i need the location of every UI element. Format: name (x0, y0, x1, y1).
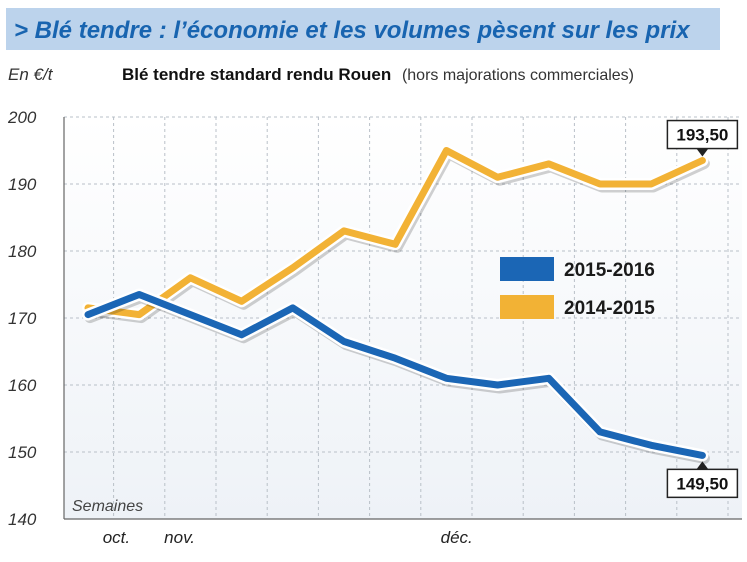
x-tick-label: nov. (164, 528, 195, 547)
y-tick-label: 140 (8, 510, 37, 529)
chart-title: Blé tendre standard rendu Rouen (122, 65, 391, 84)
callout-box (666, 468, 739, 499)
callout-box (666, 119, 739, 150)
value-callout: 149,50 (666, 461, 739, 499)
y-tick-label: 150 (8, 443, 37, 462)
callout-label: 193,50 (676, 126, 728, 145)
series-line (84, 147, 706, 319)
legend-label: 2014-2015 (564, 298, 655, 319)
legend-label: 2015-2016 (564, 260, 655, 281)
series-lines (82, 144, 710, 464)
x-axis-title: Semaines (72, 498, 143, 515)
series-2015-2016 (82, 288, 710, 464)
callout-pointer (696, 461, 709, 470)
y-tick-label: 190 (8, 175, 37, 194)
series-2014-2015 (82, 144, 710, 324)
unit-label: En €/t (8, 65, 54, 84)
legend-item: 2015-2016 (500, 257, 655, 281)
legend-swatch (500, 295, 554, 319)
y-tick-label: 160 (8, 376, 37, 395)
header-banner (6, 8, 720, 50)
y-tick-label: 170 (8, 309, 37, 328)
legend-item: 2014-2015 (500, 295, 655, 319)
value-callout: 193,50 (666, 119, 739, 157)
header-title: > Blé tendre : l’économie et les volumes… (14, 17, 691, 44)
annotations: 193,50 149,50 (666, 119, 739, 499)
chart-title-line: Blé tendre standard rendu Rouen (hors ma… (122, 65, 634, 84)
x-tick-label: déc. (441, 528, 473, 547)
callout-label: 149,50 (676, 474, 728, 493)
x-tick-label: oct. (103, 528, 130, 547)
series-line (84, 291, 706, 459)
legend: 2015-2016 2014-2015 (500, 257, 655, 319)
x-axis: oct.nov.déc.janv. (103, 528, 473, 547)
chart-subtitle: (hors majorations commerciales) (402, 67, 634, 84)
y-tick-label: 180 (8, 242, 37, 261)
callout-pointer (696, 148, 709, 157)
y-axis: 140 150 160 170 180 190 200 (7, 108, 37, 529)
y-tick-label: 200 (7, 108, 37, 127)
legend-swatch (500, 257, 554, 281)
